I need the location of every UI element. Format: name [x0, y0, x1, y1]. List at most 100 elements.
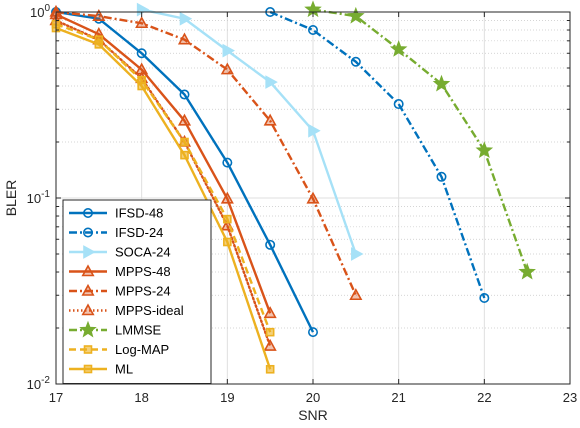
data-point-mpps-24: [306, 191, 320, 204]
legend-entry-ifsd-48: IFSD-48: [69, 206, 163, 221]
legend-entry-mpps-24: MPPS-24: [69, 284, 171, 299]
y-tick-exponent: 0: [44, 3, 50, 14]
series-line-mpps-48: [55, 13, 272, 314]
data-point-ifsd-24: [307, 25, 318, 36]
legend-entry-mpps-ideal: MPPS-ideal: [69, 303, 184, 318]
series-layer: [49, 0, 536, 374]
data-point-log-map: [265, 327, 275, 337]
data-point-mpps-48: [220, 191, 234, 204]
data-point-soca-24: [222, 43, 235, 58]
legend-label-ifsd-24: IFSD-24: [115, 225, 163, 240]
legend-label-log-map: Log-MAP: [115, 342, 169, 357]
legend-marker-ifsd-48: [83, 208, 94, 219]
legend-label-ml: ML: [115, 362, 133, 377]
x-tick-label: 17: [49, 390, 63, 405]
data-point-ml: [223, 237, 232, 247]
legend-label-mpps-ideal: MPPS-ideal: [115, 303, 184, 318]
legend-marker-ifsd-24: [83, 227, 94, 238]
data-point-ifsd-48: [307, 327, 318, 338]
data-point-ml: [265, 364, 275, 374]
series-ml: [51, 23, 275, 374]
x-tick-label: 18: [134, 390, 148, 405]
legend-marker-mpps-24: [81, 283, 95, 296]
legend-marker-ml: [83, 364, 93, 374]
data-point-mpps-24: [92, 8, 106, 21]
legend-label-soca-24: SOCA-24: [115, 245, 171, 260]
data-point-ifsd-48: [179, 89, 190, 100]
y-tick-base: 10: [27, 377, 41, 392]
data-point-mpps-ideal: [263, 338, 277, 351]
x-tick-label: 19: [220, 390, 234, 405]
series-line-soca-24: [141, 8, 357, 255]
data-point-ifsd-24: [393, 99, 404, 110]
legend-marker-log-map: [83, 345, 93, 354]
x-tick-label: 23: [563, 390, 577, 405]
legend-marker-lmmse: [79, 320, 97, 338]
data-point-log-map: [180, 137, 189, 147]
data-point-lmmse: [347, 6, 365, 24]
legend: IFSD-48 IFSD-24 SOCA-24 MPPS-48 MPPS-24 MPPS-…: [62, 199, 212, 384]
data-point-mpps-24: [135, 16, 149, 29]
data-point-lmmse: [518, 262, 536, 280]
legend-label-mpps-48: MPPS-48: [115, 264, 171, 279]
data-point-ml: [180, 150, 189, 160]
series-line-lmmse: [312, 8, 529, 273]
data-point-ifsd-24: [350, 56, 361, 67]
legend-marker-mpps-48: [81, 264, 95, 277]
y-tick-exponent: -2: [41, 375, 50, 386]
series-lmmse: [304, 0, 536, 280]
data-point-mpps-48: [263, 306, 277, 319]
data-point-soca-24: [136, 2, 150, 17]
y-tick-label: 10-1: [27, 189, 51, 206]
series-ifsd-24: [265, 7, 490, 303]
data-point-log-map: [223, 214, 232, 224]
data-point-mpps-48: [177, 113, 192, 126]
legend-marker-mpps-ideal: [81, 303, 95, 316]
data-point-mpps-24: [263, 113, 277, 126]
legend-entry-lmmse: LMMSE: [69, 320, 162, 338]
y-tick-exponent: -1: [41, 189, 50, 200]
data-point-soca-24: [351, 247, 364, 261]
legend-label-mpps-24: MPPS-24: [115, 284, 171, 299]
data-point-ifsd-48: [222, 157, 233, 168]
series-soca-24: [136, 2, 364, 261]
y-tick-base: 10: [30, 5, 44, 20]
data-point-lmmse: [475, 141, 494, 158]
x-tick-label: 20: [306, 390, 320, 405]
legend-entry-mpps-48: MPPS-48: [69, 264, 171, 279]
x-tick-label: 21: [391, 390, 405, 405]
data-point-soca-24: [308, 123, 321, 138]
data-point-lmmse: [389, 40, 408, 57]
data-point-mpps-24: [220, 62, 234, 75]
x-axis-label: SNR: [298, 407, 328, 423]
data-point-lmmse: [432, 74, 451, 92]
legend-entry-soca-24: SOCA-24: [69, 245, 171, 260]
series-line-log-map: [55, 23, 272, 333]
data-point-ifsd-48: [136, 48, 147, 59]
data-point-ml: [137, 81, 146, 91]
data-point-ml: [94, 40, 104, 49]
series-ifsd-48: [50, 7, 318, 338]
series-line-ifsd-24: [269, 10, 486, 299]
data-point-ifsd-24: [436, 171, 447, 182]
legend-label-lmmse: LMMSE: [115, 323, 162, 338]
series-line-mpps-24: [55, 10, 357, 296]
series-line-ml: [55, 26, 272, 370]
y-tick-label: 100: [30, 3, 50, 20]
data-point-mpps-24: [177, 32, 192, 45]
legend-label-ifsd-48: IFSD-48: [115, 206, 163, 221]
legend-entry-log-map: Log-MAP: [69, 342, 169, 357]
data-point-soca-24: [179, 11, 193, 26]
data-point-mpps-24: [349, 288, 363, 301]
data-point-ifsd-24: [479, 292, 490, 303]
data-point-ifsd-48: [265, 239, 276, 250]
y-tick-label: 10-2: [27, 375, 51, 392]
y-tick-base: 10: [27, 191, 41, 206]
legend-marker-soca-24: [83, 245, 96, 259]
legend-entry-ml: ML: [69, 362, 133, 377]
legend-entry-ifsd-24: IFSD-24: [69, 225, 163, 240]
data-point-soca-24: [265, 75, 278, 89]
x-tick-label: 22: [477, 390, 491, 405]
